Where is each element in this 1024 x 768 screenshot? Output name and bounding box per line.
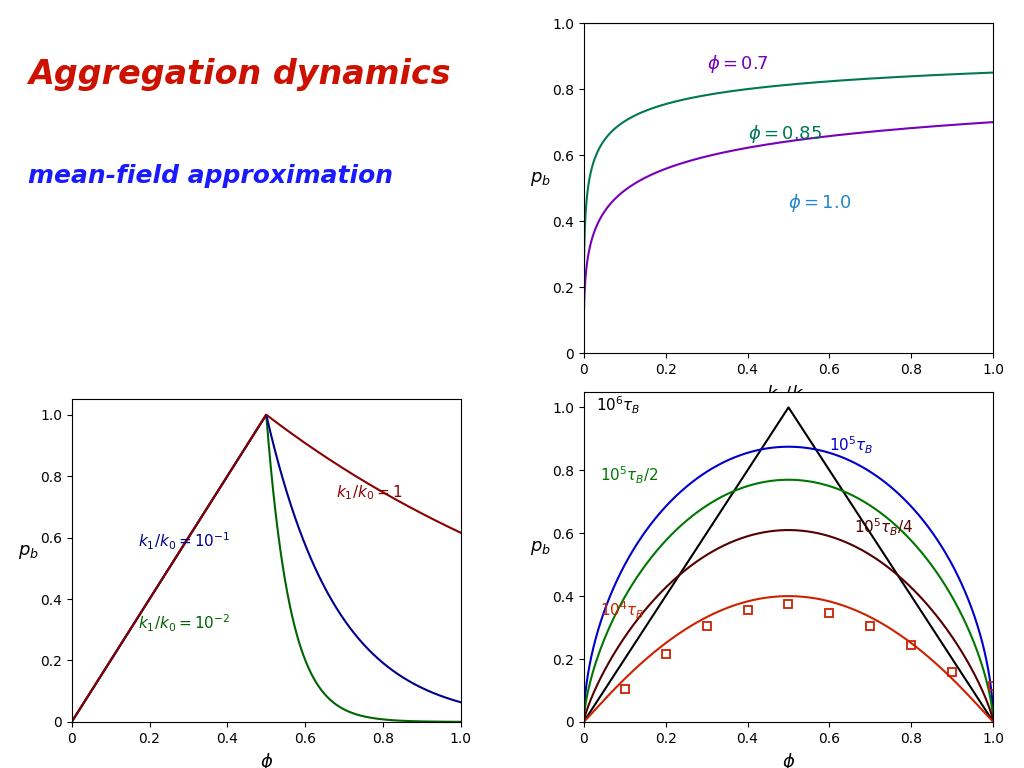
Text: $k_1/k_0=1$: $k_1/k_0=1$ (336, 484, 402, 502)
Text: $10^5\tau_B/4$: $10^5\tau_B/4$ (854, 517, 913, 538)
Text: $10^4\tau_B$: $10^4\tau_B$ (600, 600, 645, 621)
X-axis label: $\phi$: $\phi$ (782, 751, 795, 768)
X-axis label: $\phi$: $\phi$ (260, 751, 272, 768)
Text: $\phi = 1.0$: $\phi = 1.0$ (788, 192, 852, 214)
X-axis label: $k_1/k_0$: $k_1/k_0$ (766, 382, 811, 403)
Y-axis label: $p_b$: $p_b$ (530, 539, 551, 557)
Text: mean-field approximation: mean-field approximation (29, 164, 393, 187)
Text: $10^6\tau_B$: $10^6\tau_B$ (596, 395, 641, 416)
Text: Aggregation dynamics: Aggregation dynamics (29, 58, 451, 91)
Text: $k_1/k_0=10^{-2}$: $k_1/k_0=10^{-2}$ (138, 613, 230, 634)
Y-axis label: $p_b$: $p_b$ (18, 543, 39, 561)
Text: $10^5\tau_B/2$: $10^5\tau_B/2$ (600, 464, 658, 485)
Text: $\phi = 0.85$: $\phi = 0.85$ (748, 123, 821, 144)
Text: $k_1/k_0=10^{-1}$: $k_1/k_0=10^{-1}$ (138, 530, 230, 551)
Y-axis label: $p_b$: $p_b$ (530, 170, 551, 188)
Text: $\phi = 0.7$: $\phi = 0.7$ (707, 53, 768, 75)
Text: $10^5\tau_B$: $10^5\tau_B$ (829, 435, 874, 456)
